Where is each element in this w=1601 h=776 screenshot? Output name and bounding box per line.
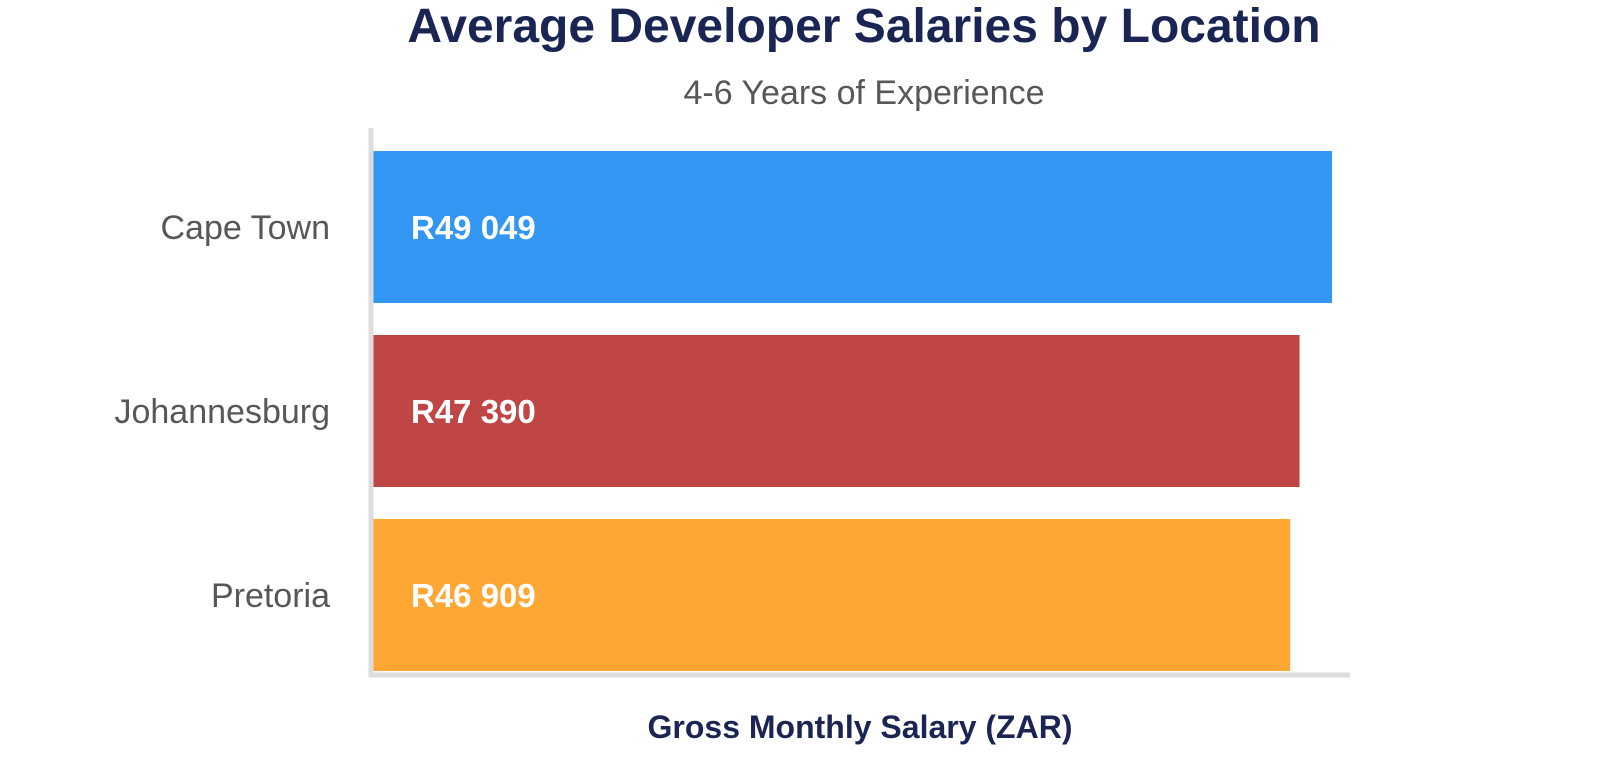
chart-title: Average Developer Salaries by Location xyxy=(407,0,1320,53)
bar-johannesburg xyxy=(373,335,1300,487)
chart-subtitle: 4-6 Years of Experience xyxy=(683,74,1044,112)
value-label-cape-town: R49 049 xyxy=(411,209,536,246)
bar-pretoria xyxy=(373,519,1291,671)
bars-group: R49 049 Cape Town R47 390 Johannesburg R46 9… xyxy=(114,151,1332,671)
value-label-pretoria: R46 909 xyxy=(411,577,536,614)
category-label-pretoria: Pretoria xyxy=(211,577,330,615)
category-label-johannesburg: Johannesburg xyxy=(114,393,330,431)
bar-cape-town xyxy=(373,151,1332,303)
category-label-cape-town: Cape Town xyxy=(161,209,331,247)
x-axis-label: Gross Monthly Salary (ZAR) xyxy=(648,709,1073,745)
value-label-johannesburg: R47 390 xyxy=(411,393,536,430)
